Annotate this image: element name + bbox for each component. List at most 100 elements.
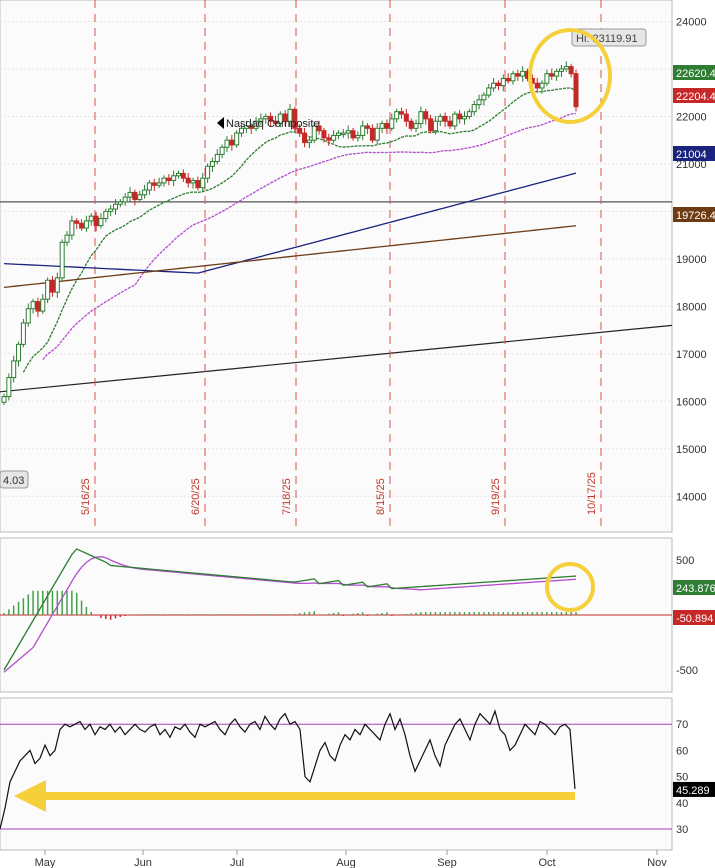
candle-body xyxy=(64,234,70,243)
last-value-tags: 22620.4 22204.4 21004 19726.4 243.876 -50.894… xyxy=(673,65,715,797)
candle-body xyxy=(321,130,327,139)
candle-body xyxy=(481,94,487,101)
rsi-tick-label: 70 xyxy=(676,719,688,731)
candle-body xyxy=(151,182,157,186)
candle-body xyxy=(413,123,419,129)
date-marker-label: 7/18/25 xyxy=(281,478,293,515)
candle-body xyxy=(234,132,240,146)
rsi-tick-label: 40 xyxy=(676,798,688,810)
macd-line xyxy=(3,548,577,671)
price-panel xyxy=(0,0,673,533)
rsi-panel xyxy=(0,697,673,851)
highlight-circle-price xyxy=(528,28,612,124)
candle-body xyxy=(544,73,550,84)
candle-body xyxy=(403,113,409,122)
candle-body xyxy=(491,82,497,89)
candle-body xyxy=(277,113,283,125)
candle-body xyxy=(495,82,501,87)
candle-body xyxy=(292,108,298,129)
series-label: Nasdaq Composite xyxy=(226,118,320,130)
candle-body xyxy=(122,196,128,203)
candle-body xyxy=(452,113,458,127)
candle-body xyxy=(340,132,346,136)
candle-body xyxy=(166,177,172,182)
price-tick-label: 22000 xyxy=(676,111,707,123)
ma-long-line xyxy=(3,172,577,274)
candle-body xyxy=(462,115,468,120)
rsi-tag-bg xyxy=(673,781,715,797)
candle-body xyxy=(137,194,143,201)
arrow-annotation xyxy=(14,780,575,812)
candle-body xyxy=(263,115,269,120)
candle-body xyxy=(335,132,341,136)
candle-body xyxy=(287,108,293,122)
candle-body xyxy=(229,139,235,146)
candle-body xyxy=(365,125,371,129)
label-arrow-icon xyxy=(217,117,224,129)
macd-tick-label: -500 xyxy=(676,665,698,677)
candle-body xyxy=(112,203,118,210)
candle-body xyxy=(83,220,89,229)
rsi-tick-label: 30 xyxy=(676,824,688,836)
candle-body xyxy=(35,301,41,312)
candle-body xyxy=(20,322,26,345)
candle-body xyxy=(108,208,114,212)
macd-tag-text: -50.894 xyxy=(676,613,713,625)
date-marker-label: 6/20/25 xyxy=(190,478,202,515)
candle-body xyxy=(408,120,414,129)
candle-body xyxy=(539,82,545,89)
price-tick-label: 18000 xyxy=(676,301,707,313)
candle-body xyxy=(219,146,225,155)
candlesticks xyxy=(1,61,579,406)
candle-body xyxy=(214,153,220,163)
candle-body xyxy=(350,130,356,139)
rsi-tick-label: 60 xyxy=(676,745,688,757)
candle-body xyxy=(379,123,385,129)
macd-series xyxy=(3,548,577,673)
month-label: Sep xyxy=(437,857,457,868)
candle-body xyxy=(384,123,390,129)
candle-body xyxy=(209,161,215,167)
candle-body xyxy=(88,215,94,222)
candle-body xyxy=(360,125,366,136)
date-marker-label: 9/19/25 xyxy=(490,478,502,515)
candle-body xyxy=(6,377,12,398)
candle-body xyxy=(534,82,540,89)
x-axis-months: May Jun Jul Aug Sep Oct Nov xyxy=(35,850,667,868)
candle-body xyxy=(563,66,569,70)
candle-body xyxy=(471,104,477,113)
candle-body xyxy=(142,189,148,196)
candle-body xyxy=(331,134,337,141)
candle-body xyxy=(447,120,453,127)
candle-body xyxy=(40,298,46,312)
candle-body xyxy=(248,125,254,129)
value-tag-bg xyxy=(673,88,715,103)
candle-body xyxy=(282,113,288,122)
candle-body xyxy=(476,99,482,106)
price-tick-label: 16000 xyxy=(676,396,707,408)
highlight-circle-macd xyxy=(545,562,595,612)
macd-signal-line xyxy=(3,556,577,673)
price-tick-label: 21000 xyxy=(676,159,707,171)
candle-body xyxy=(161,177,167,184)
high-callout: Hi: 23119.91 xyxy=(571,28,647,47)
candle-body xyxy=(49,279,55,293)
price-tick-label: 17000 xyxy=(676,349,707,361)
month-label: Jun xyxy=(134,857,152,868)
candle-body xyxy=(146,182,152,191)
macd-tick-label: 500 xyxy=(676,555,694,567)
date-marker-label: 8/15/25 xyxy=(375,478,387,515)
date-marker-label: 5/16/25 xyxy=(80,478,92,515)
candle-body xyxy=(466,111,472,117)
candle-body xyxy=(558,68,564,72)
candle-body xyxy=(457,113,463,120)
candle-body xyxy=(224,139,230,148)
rsi-tick-label: 50 xyxy=(676,772,688,784)
candle-body xyxy=(369,127,375,141)
candle-body xyxy=(272,120,278,125)
left-value-tag: 4.03 xyxy=(0,470,29,489)
candle-body xyxy=(302,132,308,144)
candle-body xyxy=(190,180,196,184)
candle-body xyxy=(355,134,361,139)
